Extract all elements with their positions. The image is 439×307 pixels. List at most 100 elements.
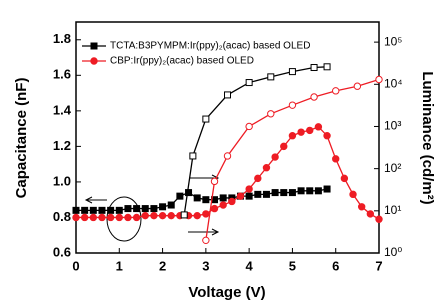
- legend-marker: [90, 42, 98, 50]
- marker: [254, 174, 262, 183]
- y-tick-label: 1.0: [53, 173, 71, 188]
- marker: [280, 142, 288, 151]
- marker: [80, 213, 89, 222]
- marker: [375, 75, 383, 84]
- marker: [158, 211, 167, 220]
- series-line: [205, 78, 380, 241]
- marker: [314, 187, 322, 195]
- y2-tick-label: 10³: [384, 119, 401, 133]
- x-tick-label: 7: [375, 258, 382, 273]
- marker: [288, 101, 297, 109]
- marker: [254, 190, 262, 198]
- marker: [124, 213, 132, 222]
- marker: [141, 205, 149, 213]
- series-line: [76, 126, 380, 220]
- marker: [332, 87, 340, 95]
- marker: [132, 213, 141, 222]
- marker: [133, 205, 141, 213]
- marker: [262, 164, 271, 172]
- y2-tick-label: 10⁵: [384, 34, 402, 48]
- marker: [236, 192, 245, 200]
- marker: [81, 206, 89, 214]
- y-tick-label: 1.4: [53, 102, 72, 117]
- y-tick-label: 0.6: [53, 244, 71, 259]
- x-tick-label: 4: [246, 258, 254, 273]
- marker: [106, 213, 115, 222]
- marker: [262, 190, 270, 198]
- marker: [167, 201, 175, 209]
- legend-marker: [90, 57, 98, 65]
- marker: [193, 211, 201, 220]
- marker: [271, 189, 279, 197]
- marker: [228, 197, 236, 206]
- marker: [180, 211, 188, 219]
- y2-tick-label: 10⁴: [384, 76, 403, 90]
- marker: [98, 206, 106, 214]
- marker: [219, 194, 227, 202]
- marker: [332, 155, 340, 163]
- marker: [202, 115, 210, 123]
- y2-axis-label: Luminance (cd/m²): [419, 71, 436, 204]
- marker: [340, 174, 349, 183]
- marker: [314, 123, 323, 131]
- marker: [159, 203, 167, 211]
- marker: [323, 63, 331, 71]
- marker: [72, 213, 80, 222]
- marker: [245, 122, 253, 131]
- y2-tick-label: 10¹: [384, 203, 401, 217]
- y2-tick-label: 10⁰: [384, 245, 402, 259]
- x-tick-label: 1: [116, 258, 123, 273]
- marker: [107, 206, 115, 214]
- marker: [115, 206, 123, 214]
- marker: [288, 132, 297, 140]
- marker: [150, 205, 158, 213]
- marker: [202, 210, 210, 218]
- marker: [323, 132, 331, 140]
- marker: [375, 215, 383, 223]
- y-tick-label: 1.6: [53, 67, 71, 82]
- marker: [280, 189, 288, 197]
- marker: [288, 189, 296, 197]
- marker: [306, 187, 314, 195]
- marker: [89, 206, 97, 214]
- marker: [98, 213, 106, 222]
- marker: [297, 187, 305, 195]
- marker: [267, 73, 275, 81]
- marker: [185, 189, 193, 197]
- marker: [297, 128, 305, 136]
- x-axis-label: Voltage (V): [188, 284, 265, 301]
- annotation-arrows: [84, 174, 220, 236]
- marker: [219, 201, 227, 209]
- marker: [176, 192, 184, 200]
- y2-tick-label: 10²: [384, 161, 401, 175]
- plot-frame: [75, 21, 380, 254]
- marker: [310, 93, 318, 101]
- marker: [202, 236, 210, 245]
- marker: [288, 68, 296, 76]
- x-tick-label: 6: [332, 258, 339, 273]
- marker: [72, 206, 80, 214]
- marker: [271, 153, 279, 161]
- marker: [124, 205, 132, 213]
- marker: [89, 213, 98, 222]
- marker: [306, 126, 314, 135]
- x-tick-label: 3: [202, 258, 209, 273]
- marker: [167, 211, 175, 220]
- annotation-ellipse: [106, 196, 142, 242]
- y-tick-label: 1.2: [53, 138, 71, 153]
- y-tick-label: 0.8: [53, 209, 71, 224]
- marker: [349, 190, 357, 199]
- marker: [193, 194, 201, 202]
- marker: [210, 204, 219, 213]
- marker: [353, 82, 362, 90]
- marker: [245, 192, 253, 200]
- x-tick-label: 0: [72, 258, 79, 273]
- marker: [357, 203, 366, 211]
- marker: [366, 210, 375, 218]
- marker: [141, 211, 149, 220]
- marker: [245, 185, 253, 193]
- marker: [202, 196, 210, 204]
- legend-label: TCTA:B3PYMPM:Ir(ppy)₂(acac) based OLED: [110, 41, 310, 52]
- marker: [115, 213, 123, 222]
